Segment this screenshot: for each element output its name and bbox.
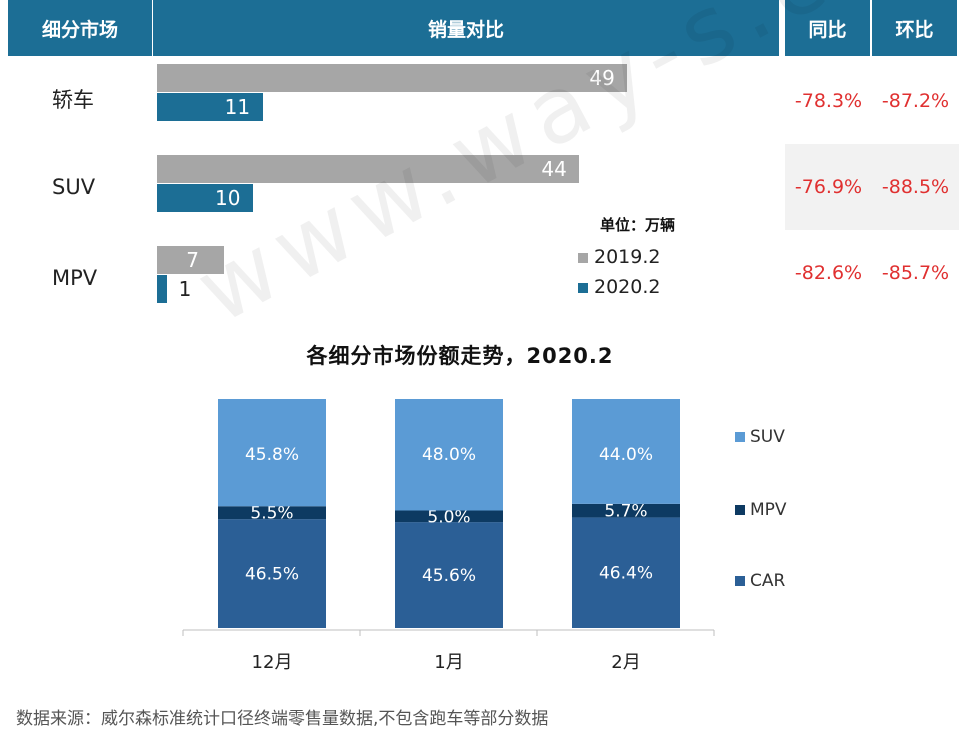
bar-value-2019.2-2: 7: [186, 248, 199, 272]
legend-label-mpv: MPV: [750, 500, 787, 520]
legend-label-2020: 2020.2: [594, 276, 661, 298]
bar-2020.2-0: [157, 93, 263, 121]
bar-2020.2-1: [157, 184, 253, 212]
segment-label-MPV-2: 5.7%: [604, 502, 647, 522]
legend-swatch-mpv: [735, 505, 745, 515]
header-segment: 细分市场: [8, 0, 152, 56]
segment-label-SUV-0: 45.8%: [245, 445, 299, 465]
segment-SUV-0: [218, 399, 326, 507]
unit-label: 单位：万辆: [600, 216, 676, 234]
segment-MPV-2: [572, 503, 680, 518]
x-tick-label-0: 12月: [252, 652, 293, 673]
legend-swatch-2019: [578, 252, 588, 263]
segment-label-MPV-0: 5.5%: [250, 504, 293, 524]
legend-swatch-2020: [578, 282, 588, 293]
mom-cell-0: -87.2%: [881, 90, 950, 112]
segment-SUV-1: [395, 399, 503, 511]
segment-CAR-0: [218, 519, 326, 628]
segment-label-MPV-1: 5.0%: [427, 507, 470, 527]
bar-value-2020.2-0: 11: [224, 95, 251, 119]
legend-label-2019: 2019.2: [594, 246, 661, 268]
source-footnote: 数据来源：威尔森标准统计口径终端零售量数据,不包含跑车等部分数据: [16, 709, 549, 729]
mom-cell-2: -85.7%: [881, 262, 950, 284]
segment-label-CAR-0: 46.5%: [245, 565, 299, 585]
bar-2019.2-1: [157, 155, 580, 183]
bar-value-2020.2-2: 1: [178, 277, 192, 301]
legend-label-suv: SUV: [750, 427, 785, 447]
bar-2019.2-2: [157, 246, 225, 274]
yoy-cell-1: -76.9%: [785, 144, 872, 230]
legend-swatch-car: [735, 576, 745, 586]
segment-SUV-2: [572, 399, 680, 504]
header-yoy: 同比: [785, 0, 870, 56]
segment-CAR-1: [395, 522, 503, 628]
x-tick-label-2: 2月: [611, 652, 640, 673]
segment-label-CAR-1: 45.6%: [422, 566, 476, 586]
segment-MPV-1: [395, 510, 503, 523]
yoy-cell-2: -82.6%: [794, 262, 863, 284]
bar-value-2020.2-1: 10: [215, 186, 241, 210]
segment-label-SUV-1: 48.0%: [422, 445, 476, 465]
row-label-0: 轿车: [52, 88, 94, 112]
segment-CAR-2: [572, 517, 680, 628]
yoy-cell-0: -78.3%: [794, 90, 863, 112]
segment-label-SUV-2: 44.0%: [599, 445, 653, 465]
bar-value-2019.2-0: 49: [589, 66, 615, 90]
row-label-1: SUV: [52, 175, 96, 199]
share-chart-title: 各细分市场份额走势，2020.2: [306, 344, 614, 368]
bar-value-2019.2-1: 44: [541, 157, 567, 181]
legend-item-2019: 2019.2: [578, 246, 660, 268]
row-label-2: MPV: [52, 266, 98, 290]
legend-swatch-suv: [735, 432, 745, 442]
bar-2019.2-0: [157, 64, 628, 92]
segment-label-CAR-2: 46.4%: [599, 564, 653, 584]
mom-cell-1: -88.5%: [872, 144, 959, 230]
header-sales-compare: 销量对比: [153, 0, 779, 56]
x-tick-label-1: 1月: [434, 652, 463, 673]
header-mom: 环比: [872, 0, 957, 56]
segment-MPV-0: [218, 506, 326, 520]
legend-item-2020: 2020.2: [578, 276, 660, 298]
legend-label-car: CAR: [750, 571, 785, 591]
bar-2020.2-2: [157, 275, 167, 303]
